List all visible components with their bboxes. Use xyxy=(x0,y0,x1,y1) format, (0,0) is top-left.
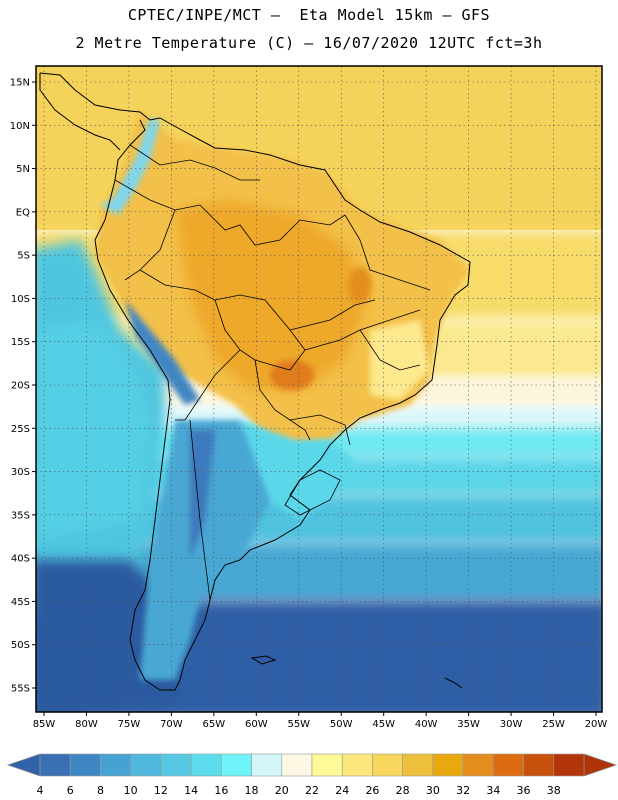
lat-label: 45S xyxy=(11,597,30,608)
colorbar-label: 20 xyxy=(275,784,289,797)
colorbar xyxy=(6,753,618,777)
colorbar-swatch xyxy=(311,753,343,777)
lat-label: 15N xyxy=(10,78,30,89)
lon-label: 80W xyxy=(75,719,98,730)
lat-label: 40S xyxy=(11,554,30,565)
colorbar-low-arrow xyxy=(6,753,41,777)
lon-label: 30W xyxy=(500,719,523,730)
colorbar-label: 22 xyxy=(305,784,319,797)
lat-label: 5N xyxy=(16,164,30,175)
lon-label: 20W xyxy=(585,719,608,730)
lat-label: 25S xyxy=(11,424,30,435)
lon-label: 45W xyxy=(372,719,395,730)
colorbar-swatch xyxy=(130,753,162,777)
colorbar-label: 6 xyxy=(67,784,74,797)
colorbar-label: 12 xyxy=(154,784,168,797)
colorbar-label: 4 xyxy=(37,784,44,797)
colorbar-label: 38 xyxy=(547,784,561,797)
lon-label: 60W xyxy=(245,719,268,730)
lon-label: 65W xyxy=(203,719,226,730)
lon-label: 40W xyxy=(415,719,438,730)
colorbar-swatch xyxy=(341,753,373,777)
colorbar-label: 10 xyxy=(124,784,138,797)
colorbar-label: 28 xyxy=(396,784,410,797)
title-line-1: CPTEC/INPE/MCT – Eta Model 15km – GFS xyxy=(127,6,491,24)
country-borders xyxy=(114,144,431,601)
lat-label: 35S xyxy=(11,510,30,521)
colorbar-swatch xyxy=(251,753,283,777)
lat-label: 55S xyxy=(11,684,30,695)
lat-label: 20S xyxy=(11,381,30,392)
colorbar-swatch xyxy=(160,753,192,777)
colorbar-swatch xyxy=(221,753,252,777)
title-line-2: 2 Metre Temperature (C) – 16/07/2020 12U… xyxy=(75,34,543,52)
lat-label: 10S xyxy=(11,294,30,305)
temperature-field xyxy=(36,66,602,712)
lon-label: 55W xyxy=(287,719,310,730)
coastline xyxy=(39,72,471,691)
colorbar-swatch xyxy=(493,753,524,777)
colorbar-swatch xyxy=(432,753,464,777)
colorbar-label: 24 xyxy=(335,784,349,797)
colorbar-swatch xyxy=(372,753,403,777)
map-frame xyxy=(35,65,603,713)
colorbar-swatch xyxy=(281,753,313,777)
colorbar-label: 26 xyxy=(365,784,379,797)
lon-label: 35W xyxy=(457,719,480,730)
colorbar-label: 14 xyxy=(184,784,198,797)
lon-label: 25W xyxy=(542,719,565,730)
lat-label: 30S xyxy=(11,467,30,478)
colorbar-swatch xyxy=(462,753,494,777)
colorbar-swatch xyxy=(523,753,555,777)
lat-label: 50S xyxy=(11,640,30,651)
lat-label: 5S xyxy=(17,251,30,262)
colorbar-label: 34 xyxy=(486,784,500,797)
colorbar-label: 16 xyxy=(214,784,228,797)
lat-label: 10N xyxy=(10,121,30,132)
colorbar-swatch xyxy=(190,753,222,777)
colorbar-label: 32 xyxy=(456,784,470,797)
lat-label: 15S xyxy=(11,337,30,348)
longitude-labels: 85W 80W 75W 70W 65W 60W 55W 50W 45W 40W 35W 30W 25W 2… xyxy=(33,719,608,730)
colorbar-label: 36 xyxy=(517,784,531,797)
colorbar-swatch xyxy=(553,753,585,777)
colorbar-label: 30 xyxy=(426,784,440,797)
colorbar-swatch xyxy=(69,753,101,777)
colorbar-swatch xyxy=(100,753,131,777)
colorbar-label: 8 xyxy=(97,784,104,797)
axis-ticks xyxy=(32,81,597,716)
colorbar-label: 18 xyxy=(245,784,259,797)
colorbar-high-arrow xyxy=(583,753,618,777)
lat-label: EQ xyxy=(16,207,30,218)
lon-label: 75W xyxy=(118,719,141,730)
lon-label: 85W xyxy=(33,719,56,730)
lon-label: 70W xyxy=(160,719,183,730)
latitude-labels: 15N 10N 5N EQ 5S 10S 15S 20S 25S 30S 35S 40S 45S 50S 5… xyxy=(10,78,30,695)
colorbar-swatch xyxy=(402,753,434,777)
colorbar-labels: 4 6 8 10 12 14 16 18 20 22 24 26 28 30 32 34 36 38 xyxy=(37,784,561,797)
colorbar-swatch xyxy=(39,753,71,777)
lon-label: 50W xyxy=(330,719,353,730)
